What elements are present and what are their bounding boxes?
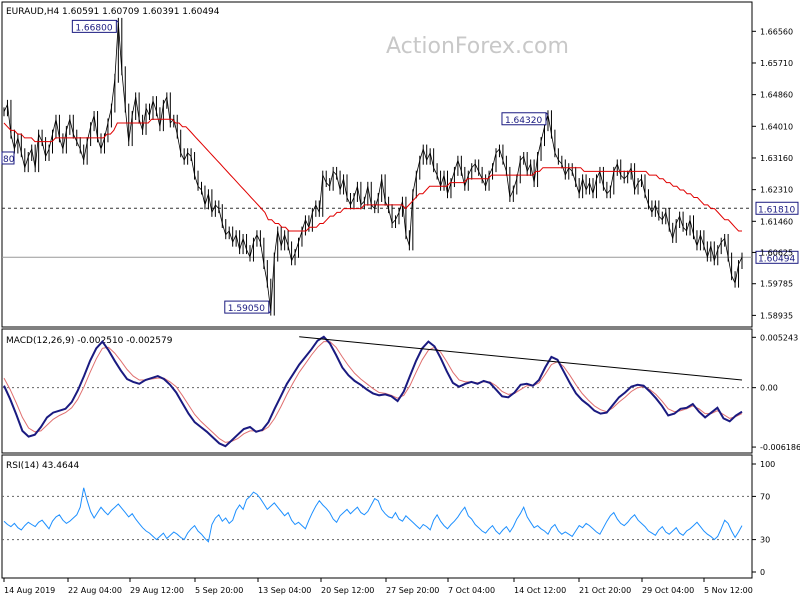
x-tick-label: 29 Oct 04:00	[642, 586, 694, 595]
price-annotation: 1.59050	[224, 300, 272, 314]
rsi-header: RSI(14) 43.4644	[6, 461, 79, 471]
rsi-panel[interactable]	[1, 454, 753, 579]
x-tick-label: 20 Sep 12:00	[321, 586, 374, 595]
price-level-label: 1.61810	[755, 201, 799, 215]
price-y-tick-label: 1.64860	[760, 91, 793, 100]
price-y-tick-label: 1.59785	[760, 280, 793, 289]
rsi-y-tick-label: 100	[760, 460, 775, 469]
price-annotation-box	[224, 300, 270, 314]
price-level-label-box	[755, 201, 799, 215]
macd-y-tick-label: 0.00	[760, 384, 778, 393]
rsi-y-tick-label: 0	[760, 568, 765, 577]
rsi-layer	[2, 487, 752, 543]
price-level-label: 1.60494	[755, 250, 799, 264]
x-tick-label: 29 Aug 12:00	[130, 586, 184, 595]
price-annotation-text: 1.64320	[505, 116, 542, 126]
macd-layer	[2, 335, 752, 448]
x-tick-label: 14 Oct 12:00	[514, 586, 566, 595]
x-tick-label: 14 Aug 2019	[4, 586, 55, 595]
price-annotation-box	[501, 112, 547, 126]
price-level-label-text: 1.61810	[758, 205, 795, 215]
price-level-label-text: 1.60494	[758, 254, 795, 264]
price-y-tick-label: 1.65710	[760, 59, 793, 68]
price-annotation-text: 1.59050	[228, 304, 265, 314]
x-tick-label: 5 Nov 12:00	[704, 586, 753, 595]
price-y-tick-label: 1.61460	[760, 217, 793, 226]
x-tick-label: 7 Oct 04:00	[448, 586, 495, 595]
price-y-tick-label: 1.66560	[760, 27, 793, 36]
price-level-label-box	[755, 250, 799, 264]
price-y-tick-label: 1.63160	[760, 154, 793, 163]
price-annotation: 1.64320	[501, 112, 549, 126]
x-tick-label: 13 Sep 04:00	[258, 586, 311, 595]
macd-line	[3, 335, 743, 448]
x-tick-label: 21 Oct 20:00	[579, 586, 631, 595]
x-tick-label: 5 Sep 20:00	[195, 586, 243, 595]
price-line	[3, 22, 743, 312]
price-layer: 1.61810 1.60494 1.66800 1.64320 1.59050 80	[1, 17, 799, 316]
x-tick-label: 22 Aug 04:00	[68, 586, 122, 595]
price-annotation: 1.66800	[71, 19, 119, 33]
price-y-tick-label: 1.58935	[760, 311, 793, 320]
watermark: ActionForex.com	[386, 34, 569, 59]
price-panel[interactable]	[1, 1, 753, 328]
macd-header: MACD(12,26,9) -0.002510 -0.002579	[6, 336, 173, 346]
macd-y-tick-label: 0.005243	[760, 333, 798, 342]
price-y-tick-label: 1.64010	[760, 122, 793, 131]
macd-signal-line	[3, 341, 743, 443]
macd-trendline	[299, 336, 743, 381]
rsi-y-tick-label: 30	[760, 536, 770, 545]
rsi-y-tick-label: 70	[760, 492, 770, 501]
moving-average-line	[3, 118, 742, 232]
price-annotation-box	[71, 19, 117, 33]
price-y-tick-label: 1.62310	[760, 186, 793, 195]
price-annotation-text: 1.66800	[75, 23, 112, 33]
x-tick-label: 27 Sep 20:00	[386, 586, 439, 595]
axes-layer: 1.66560 1.65710 1.64860 1.64010 1.63160 1.623…	[3, 27, 800, 595]
rsi-line	[3, 487, 743, 543]
macd-y-tick-label: -0.006186	[760, 443, 800, 452]
left-clipped-label-box	[1, 151, 15, 165]
left-clipped-label: 80	[3, 155, 15, 165]
price-y-tick-label: 1.60625	[760, 248, 793, 257]
symbol-header: EURAUD,H4 1.60591 1.60709 1.60391 1.6049…	[6, 7, 220, 17]
